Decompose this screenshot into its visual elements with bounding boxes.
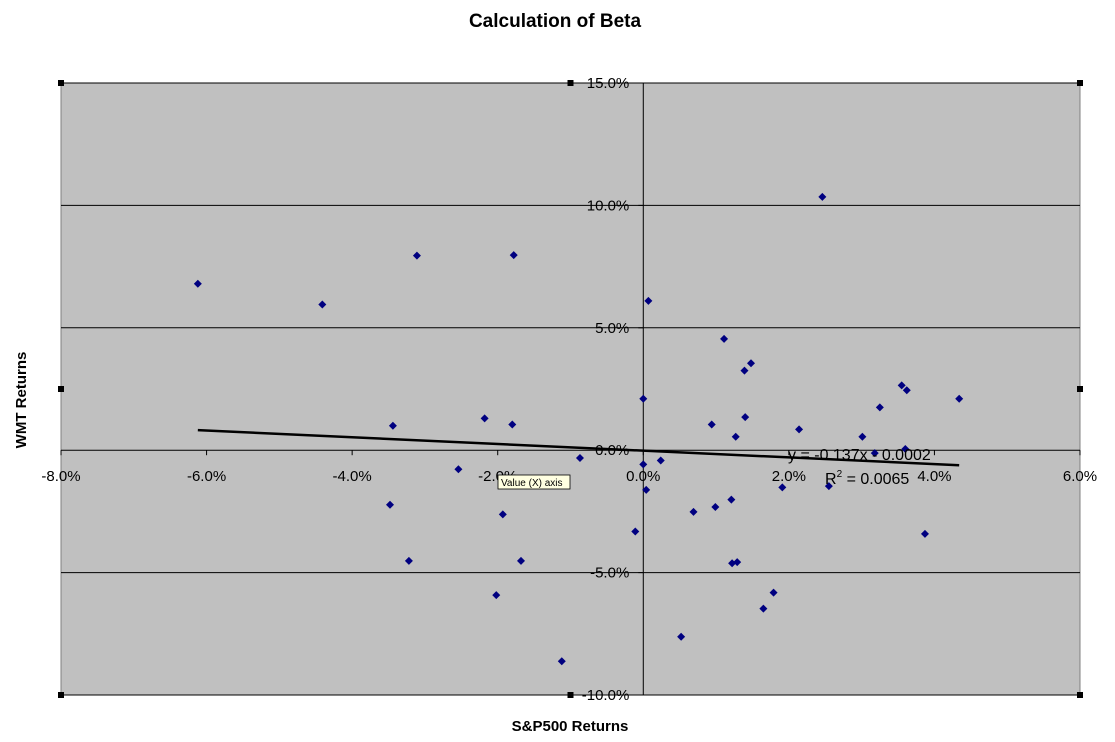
data-point-27[interactable] (731, 432, 740, 441)
r2-superscript: 2 (837, 469, 843, 480)
selection-handle-3[interactable] (1077, 692, 1083, 698)
selection-handle-2[interactable] (58, 692, 64, 698)
data-point-23[interactable] (707, 420, 716, 429)
tooltip: Value (X) axis (497, 474, 571, 490)
x-tick-label-6: 4.0% (917, 468, 951, 485)
plot-area-handles[interactable] (58, 80, 1083, 698)
data-point-36[interactable] (795, 425, 804, 434)
data-point-28[interactable] (740, 366, 749, 375)
y-tick-label-4: 10.0% (587, 197, 630, 214)
x-tick-label-4: 0.0% (626, 468, 660, 485)
data-point-15[interactable] (639, 394, 648, 403)
data-point-8[interactable] (385, 500, 394, 509)
selection-handle-0[interactable] (58, 80, 64, 86)
selection-handle-1[interactable] (1077, 80, 1083, 86)
data-point-4[interactable] (388, 421, 397, 430)
tooltip-box (497, 474, 571, 490)
selection-handle-4[interactable] (58, 386, 64, 392)
y-tick-label-5: 15.0% (587, 75, 630, 92)
selection-handle-7[interactable] (567, 692, 574, 698)
data-point-21[interactable] (677, 632, 686, 641)
data-point-6[interactable] (508, 420, 517, 429)
data-point-17[interactable] (639, 460, 648, 469)
y-tick-label-0: -10.0% (582, 687, 630, 704)
selection-handle-6[interactable] (567, 80, 574, 86)
selection-handle-5[interactable] (1077, 386, 1083, 392)
data-point-41[interactable] (870, 449, 879, 458)
data-point-43[interactable] (901, 444, 910, 453)
x-tick-label-5: 2.0% (772, 468, 806, 485)
data-point-38[interactable] (824, 482, 833, 491)
chart-title: Calculation of Beta (469, 11, 642, 32)
data-point-30[interactable] (747, 359, 756, 368)
data-point-37[interactable] (818, 192, 827, 201)
r2-suffix: = 0.0065 (842, 471, 909, 488)
data-point-34[interactable] (769, 588, 778, 597)
data-point-26[interactable] (727, 495, 736, 504)
data-point-35[interactable] (778, 483, 787, 492)
trendline-equation: y = -0.137x - 0.0002 (788, 447, 931, 464)
data-point-10[interactable] (498, 510, 507, 519)
y-tick-label-3: 5.0% (595, 320, 629, 337)
data-point-2[interactable] (412, 251, 421, 260)
data-point-25[interactable] (720, 334, 729, 343)
data-point-0[interactable] (193, 279, 202, 288)
data-point-40[interactable] (875, 403, 884, 412)
data-point-42[interactable] (897, 381, 906, 390)
data-point-11[interactable] (517, 556, 526, 565)
data-point-44[interactable] (902, 386, 911, 395)
y-tick-label-1: -5.0% (590, 565, 629, 582)
data-point-22[interactable] (689, 507, 698, 516)
data-point-19[interactable] (656, 456, 665, 465)
data-point-18[interactable] (642, 485, 651, 494)
data-point-46[interactable] (955, 394, 964, 403)
y-axis-title: WMT Returns (13, 352, 30, 449)
data-point-24[interactable] (711, 502, 720, 511)
plot-area[interactable] (60, 82, 1081, 696)
data-point-16[interactable] (644, 296, 653, 305)
data-point-29[interactable] (741, 413, 750, 422)
r2-prefix: R (825, 471, 837, 488)
x-tick-label-7: 6.0% (1063, 468, 1097, 485)
data-point-32[interactable] (733, 558, 742, 567)
r-squared-label: R2 = 0.0065 (825, 469, 909, 488)
x-tick-label-0: -8.0% (41, 468, 80, 485)
trendline-group (197, 428, 960, 467)
data-point-7[interactable] (454, 465, 463, 474)
data-point-33[interactable] (759, 604, 768, 613)
tooltip-text: Value (X) axis (501, 478, 563, 489)
x-axis-title: S&P500 Returns (512, 718, 629, 735)
data-point-1[interactable] (318, 300, 327, 309)
trendline[interactable] (197, 428, 960, 467)
data-point-12[interactable] (492, 591, 501, 600)
data-point-14[interactable] (575, 454, 584, 463)
data-points (193, 192, 964, 666)
data-point-13[interactable] (557, 657, 566, 666)
y-tick-label-2: 0.0% (595, 442, 629, 459)
data-point-3[interactable] (509, 251, 518, 260)
data-point-9[interactable] (404, 556, 413, 565)
data-point-39[interactable] (858, 432, 867, 441)
x-tick-label-1: -6.0% (187, 468, 226, 485)
data-point-5[interactable] (480, 414, 489, 423)
data-point-45[interactable] (920, 529, 929, 538)
data-point-20[interactable] (631, 527, 640, 536)
x-tick-label-2: -4.0% (333, 468, 372, 485)
y-tick-labels: -10.0% -5.0% 0.0% 5.0% 10.0% 15.0% (582, 75, 630, 704)
